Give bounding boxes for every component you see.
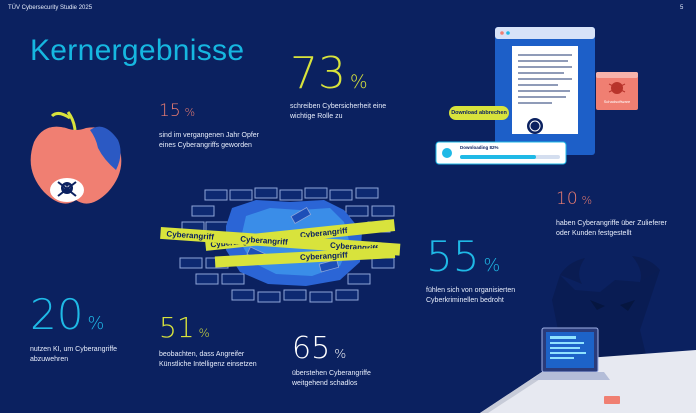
caution-tape-3: Cyberangriff [214, 247, 396, 268]
download-progress-box [435, 141, 567, 165]
page-title: Kernergebnisse [30, 34, 245, 67]
report-header: TÜV Cybersecurity Studie 2025 [8, 5, 93, 11]
page-number: 5 [680, 5, 684, 11]
stat-55-value: 55% [426, 232, 501, 281]
download-progress-label: Downloading 82% [460, 145, 499, 150]
stat-73-value: 73% [290, 48, 368, 99]
download-cancel-button[interactable]: Download abbrechen [451, 110, 507, 116]
stat-51-text: beobachten, dass Angreifer Künstliche Int… [159, 351, 257, 368]
stat-65-value: 65% [292, 331, 347, 366]
stat-51-value: 51% [159, 311, 210, 344]
malware-label: Schadsoftware [603, 99, 631, 104]
stat-10-text: haben Cyberangriffe über Zulieferer oder … [556, 220, 667, 237]
laptop-icon [480, 327, 696, 413]
document-window-icon [495, 27, 595, 155]
stat-15-value: 15% [159, 101, 196, 121]
stat-20-text: nutzen KI, um Cyberangriffe abzuwehren [30, 346, 118, 363]
bug-icon [596, 72, 638, 110]
stat-10-value: 10% [556, 189, 593, 209]
stat-20-value: 20% [30, 290, 105, 339]
download-cancel-button-bg [449, 106, 509, 120]
apple-skull-icon [30, 111, 122, 204]
stat-65-text: überstehen Cyberangriffe weitgehend schad… [292, 370, 371, 387]
tape-label: Cyberangriff [240, 235, 288, 247]
stat-15-text: sind im vergangenen Jahr Opfer eines Cybe… [159, 132, 259, 149]
tape-label: Cyberangriff [300, 251, 348, 262]
tape-label: Cyberangriff [166, 229, 214, 241]
stat-55-text: fühlen sich von organisierten Cyberkrimin… [426, 287, 516, 304]
stat-73-text: schreiben Cybersicherheit eine wichtige R… [290, 103, 387, 120]
